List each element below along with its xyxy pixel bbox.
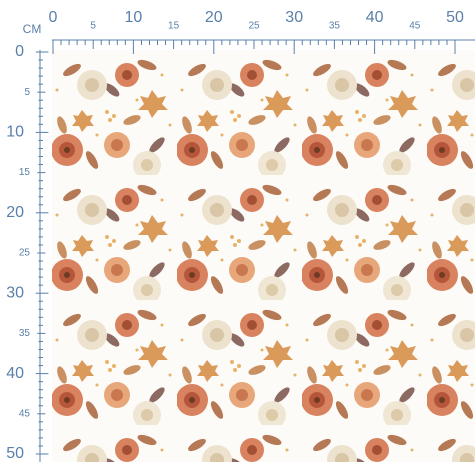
- top-ruler-label: 50: [446, 9, 464, 26]
- left-ruler-label: 10: [6, 124, 24, 141]
- left-ruler-label: 40: [6, 365, 24, 382]
- top-ruler-label: 10: [125, 9, 143, 26]
- left-ruler-label: 5: [24, 87, 30, 98]
- left-ruler-label: 15: [19, 167, 31, 178]
- left-ruler-label: 50: [6, 445, 24, 462]
- top-ruler-label: 45: [409, 21, 421, 32]
- top-ruler-label: 15: [168, 21, 180, 32]
- left-ruler-label: 30: [6, 284, 24, 301]
- left-ruler-label: 25: [19, 248, 31, 259]
- top-ruler-label: 35: [329, 21, 341, 32]
- top-ruler-label: 25: [248, 21, 260, 32]
- top-ruler-label: 5: [90, 21, 96, 32]
- left-ruler-label: 20: [6, 204, 24, 221]
- left-ruler-label: 35: [19, 328, 31, 339]
- fabric-pattern: [52, 50, 475, 462]
- top-ruler-label: 20: [205, 9, 223, 26]
- left-ruler-label: 0: [15, 43, 24, 60]
- left-ruler-label: 45: [19, 408, 31, 419]
- top-ruler-label: 40: [366, 9, 384, 26]
- unit-label: CM: [23, 22, 42, 36]
- top-ruler-label: 0: [49, 9, 58, 26]
- top-ruler-label: 30: [285, 9, 303, 26]
